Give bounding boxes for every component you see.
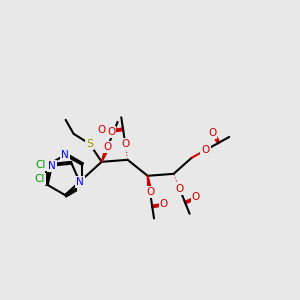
Text: O: O <box>107 127 116 137</box>
Text: O: O <box>176 184 184 194</box>
Polygon shape <box>101 146 110 162</box>
Text: Cl: Cl <box>34 174 45 184</box>
Text: N: N <box>78 180 86 190</box>
Text: O: O <box>202 145 210 155</box>
Text: O: O <box>98 124 106 134</box>
Text: O: O <box>146 187 154 196</box>
Polygon shape <box>147 176 152 192</box>
Text: O: O <box>208 128 216 138</box>
Text: N: N <box>76 177 83 187</box>
Text: O: O <box>192 192 200 202</box>
Text: Cl: Cl <box>35 160 46 170</box>
Text: S: S <box>86 139 93 149</box>
Text: O: O <box>160 199 168 209</box>
Text: N: N <box>48 160 56 171</box>
Text: N: N <box>61 150 69 160</box>
Text: O: O <box>121 139 129 149</box>
Text: O: O <box>103 142 112 152</box>
